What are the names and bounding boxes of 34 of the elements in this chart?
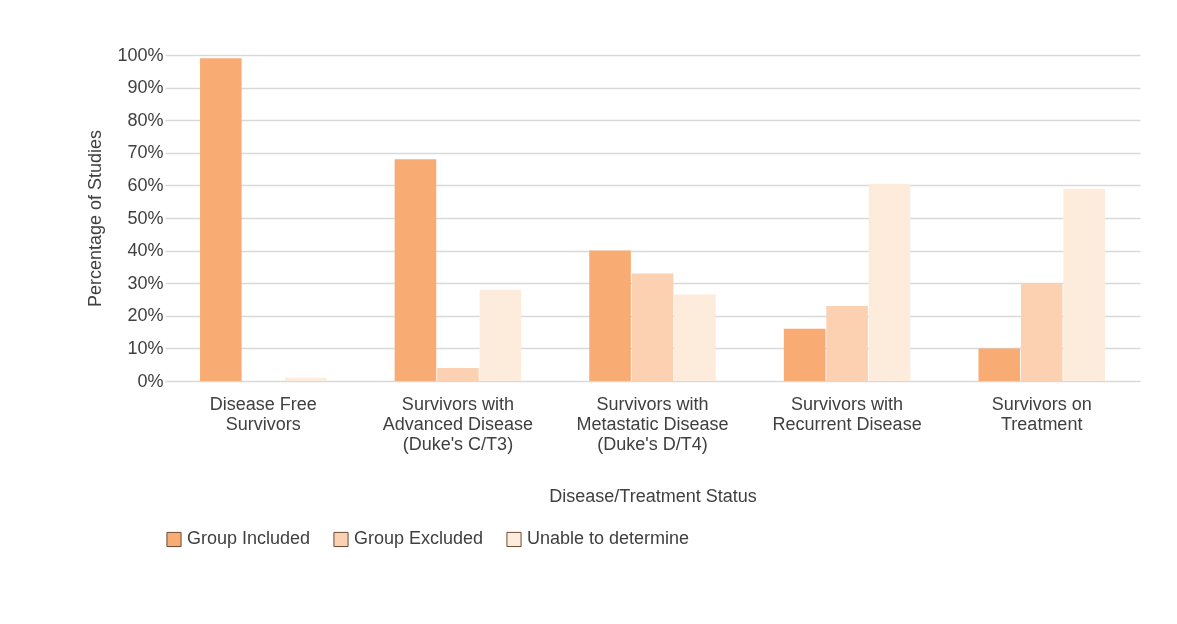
- bar: [978, 348, 1021, 381]
- bar: [394, 159, 437, 381]
- y-tick-label: 80%: [127, 109, 164, 130]
- y-tick-label: 10%: [127, 337, 164, 358]
- y-tick-label: 30%: [127, 272, 164, 293]
- bar: [783, 328, 826, 381]
- bar: [437, 367, 479, 381]
- bar: [589, 250, 631, 381]
- bar: [1063, 188, 1105, 381]
- y-tick-label: 20%: [127, 305, 164, 326]
- y-tick-label: 60%: [127, 174, 164, 195]
- y-tick-label: 90%: [127, 77, 164, 98]
- bar: [826, 306, 868, 381]
- bar: [479, 289, 522, 381]
- y-tick-label: 50%: [127, 207, 164, 228]
- y-tick-label: 40%: [127, 240, 164, 261]
- x-tick-label: Survivors with Recurrent Disease: [772, 393, 922, 434]
- bar: [1020, 283, 1063, 381]
- x-tick-label: Survivors on Treatment: [991, 393, 1092, 434]
- x-tick-label: Survivors with Advanced Disease (Duke's C/T3): [382, 393, 533, 454]
- legend-label: Group Excluded: [354, 528, 484, 549]
- legend-label: Unable to determine: [527, 528, 690, 549]
- y-tick-label: 100%: [117, 44, 164, 65]
- bar: [631, 273, 674, 381]
- bar: [868, 183, 911, 381]
- x-tick-label: Survivors with Metastatic Disease (Duke's D/T4): [576, 393, 729, 454]
- x-tick-label: Disease Free Survivors: [209, 393, 317, 434]
- y-axis-title: Percentage of Studies: [85, 129, 106, 308]
- bar: [200, 58, 242, 381]
- legend-label: Group Included: [187, 528, 311, 549]
- x-axis-title: Disease/Treatment Status: [549, 485, 757, 506]
- y-tick-label: 0%: [137, 370, 164, 391]
- y-tick-label: 70%: [127, 142, 164, 163]
- bar: [674, 294, 716, 381]
